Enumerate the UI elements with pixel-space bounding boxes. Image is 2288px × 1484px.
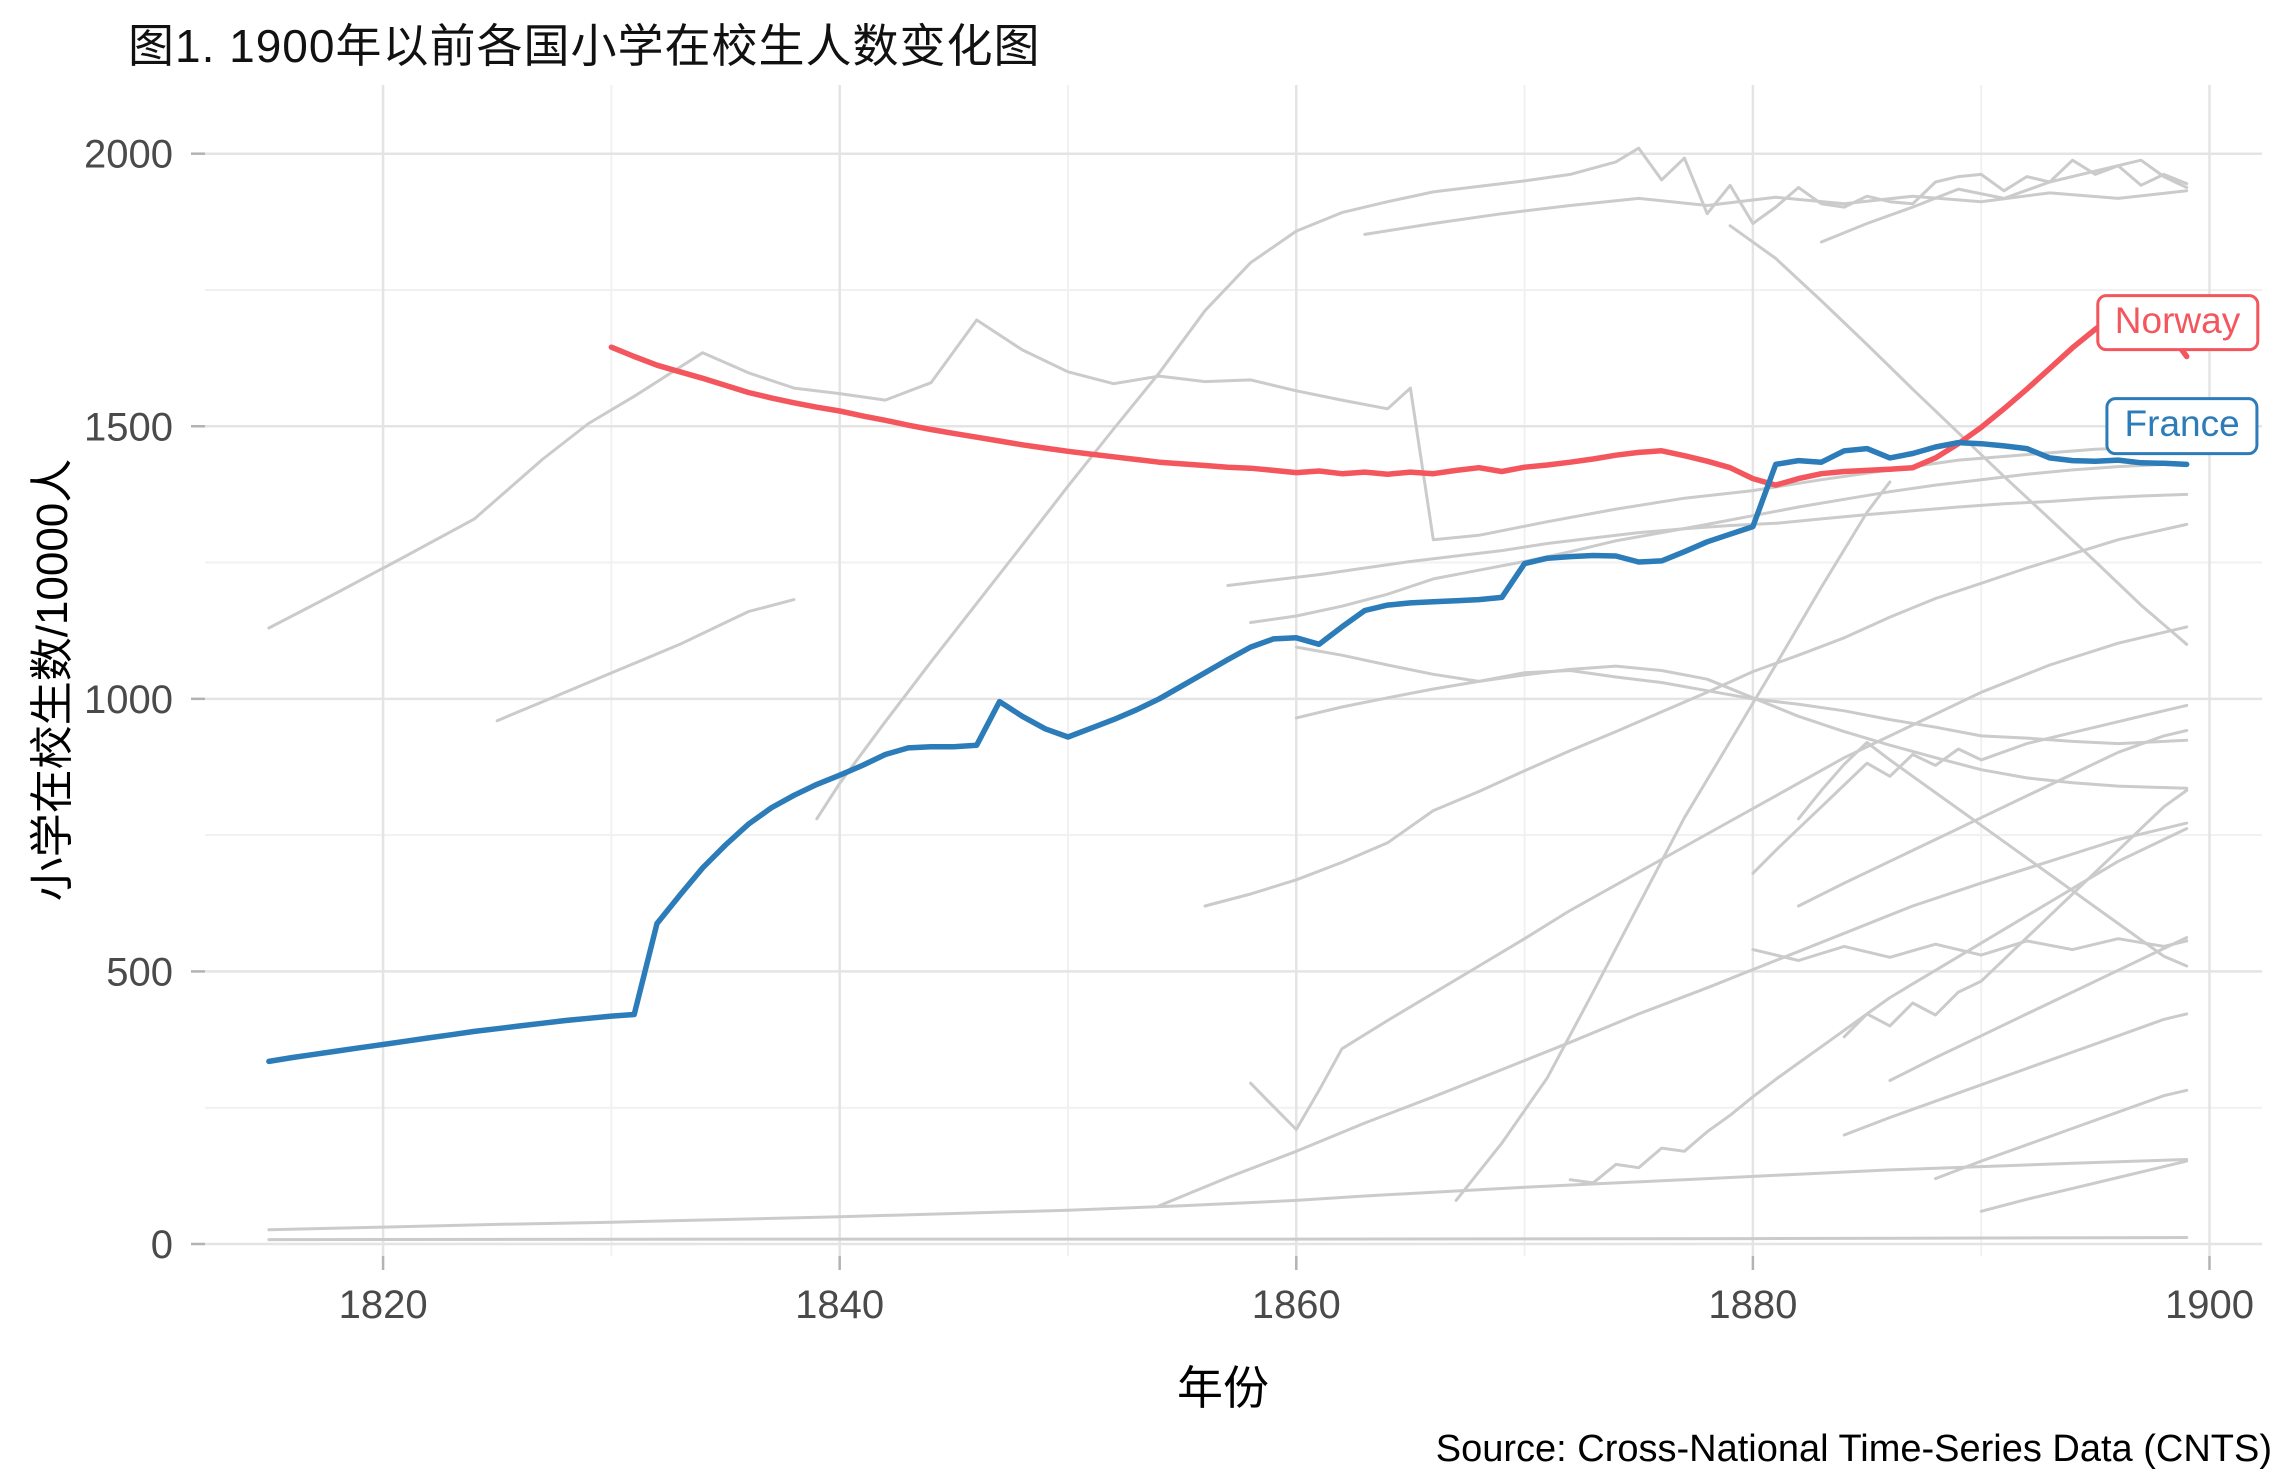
series-line-other-country [1294,645,2189,746]
series-line-other-country [1751,937,2189,962]
x-axis-title: 年份 [1177,1362,1269,1414]
series-line-other-country [1363,189,2189,236]
series-line-other-country [267,1236,2189,1242]
series-line-other-country [1751,703,2189,875]
x-tick-label: 1820 [339,1283,428,1327]
y-tick-label: 1000 [84,678,173,722]
series-line-other-country [1294,664,2189,790]
chart-title: 图1. 1900年以前各国小学在校生人数变化图 [128,20,1041,72]
series-line-other-country [1249,461,2189,624]
series-line-other-country [1842,788,2189,1039]
source-note: Source: Cross-National Time-Series Data … [1435,1428,2272,1470]
series-line-other-country [1226,492,2189,587]
series-line-other-country [815,146,2189,821]
x-tick-label: 1900 [2165,1283,2254,1327]
series-line-other-country [1934,1088,2189,1181]
series-line-other-country [1888,936,2189,1082]
y-axis-title: 小学在校生数/10000人 [28,458,77,902]
series-line-other-country [1979,1159,2189,1213]
series-line-other-country [1454,480,1892,1202]
series-line-norway [608,299,2190,488]
series-line-france [266,439,2190,1065]
series-line-other-country [1819,158,2189,244]
y-tick-label: 2000 [84,133,173,177]
y-tick-label: 500 [106,950,173,994]
series-line-other-country [267,318,2189,630]
series-line-other-country [1249,625,2189,1131]
x-tick-label: 1880 [1708,1283,1797,1327]
series-line-other-country [1157,821,2189,1208]
series-line-other-country [1728,224,2189,646]
series-label-france: France [2105,397,2259,456]
x-tick-label: 1840 [795,1283,884,1327]
y-tick-label: 1500 [84,405,173,449]
x-tick-label: 1860 [1252,1283,1341,1327]
series-line-other-country [1203,522,2189,908]
series-line-other-country [1797,741,2189,968]
series-line-other-country [1568,827,2189,1185]
series-line-other-country [495,598,796,723]
series-line-other-country [1842,1012,2189,1137]
y-tick-label: 0 [151,1223,173,1267]
series-label-norway: Norway [2095,293,2260,352]
series-line-other-country [1797,729,2189,908]
series-line-other-country [267,1158,2189,1232]
